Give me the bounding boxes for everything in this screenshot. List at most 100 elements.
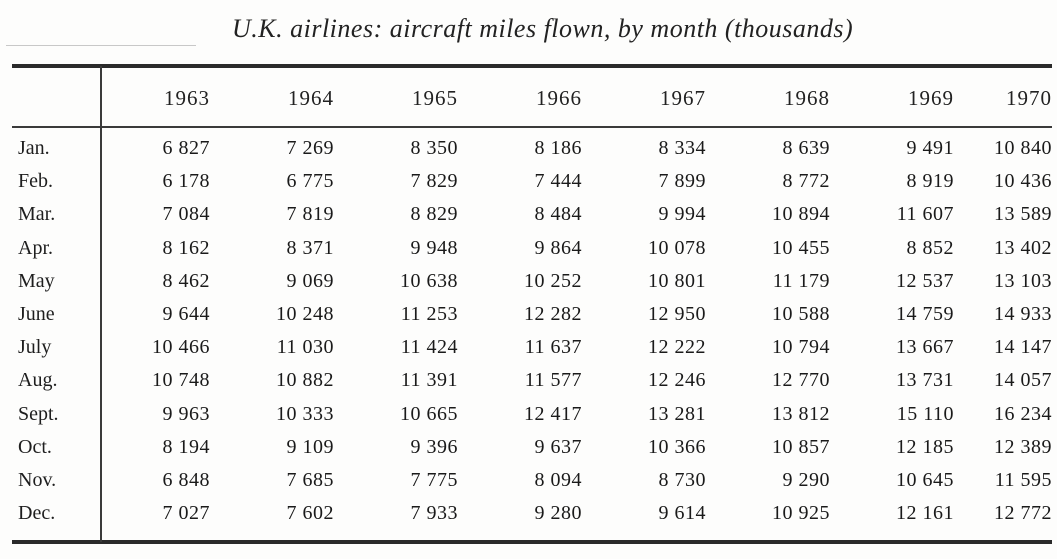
- table-cell: 9 491: [906, 137, 954, 159]
- table-cell: 12 950: [648, 303, 706, 325]
- table-cell: 14 933: [994, 303, 1052, 325]
- table-cell: 10 588: [772, 303, 830, 325]
- table-cell: 13 103: [994, 269, 1052, 292]
- table-cell: 11 391: [400, 369, 458, 392]
- table-cell: 11 424: [400, 336, 458, 359]
- table-top-rule: [12, 64, 1052, 68]
- table-cell: 7 775: [410, 469, 458, 491]
- table-cell: 9 109: [286, 435, 334, 458]
- table-cell: 10 436: [994, 170, 1052, 193]
- table-cell: 10 248: [276, 303, 334, 325]
- table-cell: 8 194: [162, 435, 210, 458]
- table-cell: 11 253: [400, 303, 458, 325]
- table-cell: 16 234: [994, 402, 1052, 425]
- table-cell: 10 645: [896, 469, 954, 491]
- table-cell: 6 775: [286, 170, 334, 193]
- month-label: Sept.: [18, 402, 59, 425]
- table-cell: 10 748: [152, 369, 210, 392]
- month-label: Aug.: [18, 369, 58, 392]
- table-cell: 12 282: [524, 303, 582, 325]
- table-cell: 7 899: [658, 170, 706, 193]
- table-cell: 10 252: [524, 269, 582, 292]
- table-cell: 6 178: [162, 170, 210, 193]
- table-cell: 12 772: [994, 502, 1052, 525]
- table-cell: 8 462: [162, 269, 210, 292]
- table-cell: 9 864: [534, 236, 582, 259]
- month-label: Jan.: [18, 137, 50, 159]
- table-cell: 10 840: [994, 137, 1052, 159]
- table-cell: 8 772: [782, 170, 830, 193]
- table-cell: 15 110: [896, 402, 954, 425]
- table-cell: 11 637: [524, 336, 582, 359]
- table-cell: 7 602: [286, 502, 334, 525]
- month-label: Dec.: [18, 502, 56, 525]
- table-cell: 11 179: [772, 269, 830, 292]
- table-cell: 9 396: [410, 435, 458, 458]
- table-cell: 9 994: [658, 203, 706, 226]
- month-label: Oct.: [18, 435, 52, 458]
- table-cell: 12 246: [648, 369, 706, 392]
- year-header: 1966: [536, 86, 582, 110]
- table-cell: 6 848: [162, 469, 210, 491]
- table-cell: 10 925: [772, 502, 830, 525]
- table-cell: 12 185: [896, 435, 954, 458]
- table-cell: 9 637: [534, 435, 582, 458]
- table-cell: 8 730: [658, 469, 706, 491]
- table-cell: 10 794: [772, 336, 830, 359]
- table-cell: 8 334: [658, 137, 706, 159]
- table-cell: 8 350: [410, 137, 458, 159]
- table-cell: 11 607: [896, 203, 954, 226]
- year-header: 1967: [660, 86, 706, 110]
- table-cell: 12 161: [896, 502, 954, 525]
- table-cell: 14 147: [994, 336, 1052, 359]
- table-cell: 12 537: [896, 269, 954, 292]
- table-cell: 7 819: [286, 203, 334, 226]
- table-cell: 13 402: [994, 236, 1052, 259]
- table-header-rule: [12, 126, 1052, 128]
- table-cell: 10 466: [152, 336, 210, 359]
- month-label: June: [18, 303, 55, 325]
- table-cell: 10 333: [276, 402, 334, 425]
- table-cell: 6 827: [162, 137, 210, 159]
- table-cell: 8 639: [782, 137, 830, 159]
- table-cell: 9 963: [162, 402, 210, 425]
- month-label: Apr.: [18, 236, 53, 259]
- month-label: Nov.: [18, 469, 57, 491]
- year-header: 1963: [164, 86, 210, 110]
- table-cell: 12 417: [524, 402, 582, 425]
- table-cell: 14 759: [896, 303, 954, 325]
- year-header: 1964: [288, 86, 334, 110]
- table-cell: 7 829: [410, 170, 458, 193]
- table-cell: 7 084: [162, 203, 210, 226]
- table-cell: 13 812: [772, 402, 830, 425]
- table-cell: 8 484: [534, 203, 582, 226]
- table-cell: 8 371: [286, 236, 334, 259]
- table-cell: 9 614: [658, 502, 706, 525]
- table-cell: 10 455: [772, 236, 830, 259]
- month-label: May: [18, 269, 55, 292]
- table-cell: 11 577: [524, 369, 582, 392]
- table-bottom-rule: [12, 540, 1052, 544]
- table-cell: 9 290: [782, 469, 830, 491]
- faint-rule: [6, 45, 196, 46]
- year-header: 1969: [908, 86, 954, 110]
- table-cell: 13 589: [994, 203, 1052, 226]
- year-header: 1965: [412, 86, 458, 110]
- table-cell: 8 186: [534, 137, 582, 159]
- table-cell: 7 933: [410, 502, 458, 525]
- table-cell: 10 078: [648, 236, 706, 259]
- table-cell: 13 281: [648, 402, 706, 425]
- table-cell: 8 094: [534, 469, 582, 491]
- table-cell: 8 919: [906, 170, 954, 193]
- month-label: July: [18, 336, 52, 359]
- table-cell: 8 162: [162, 236, 210, 259]
- table-cell: 9 069: [286, 269, 334, 292]
- table-cell: 10 894: [772, 203, 830, 226]
- table-cell: 10 857: [772, 435, 830, 458]
- table-cell: 11 030: [276, 336, 334, 359]
- table-cell: 9 280: [534, 502, 582, 525]
- table-cell: 12 770: [772, 369, 830, 392]
- table-cell: 7 685: [286, 469, 334, 491]
- table-cell: 9 948: [410, 236, 458, 259]
- table-cell: 14 057: [994, 369, 1052, 392]
